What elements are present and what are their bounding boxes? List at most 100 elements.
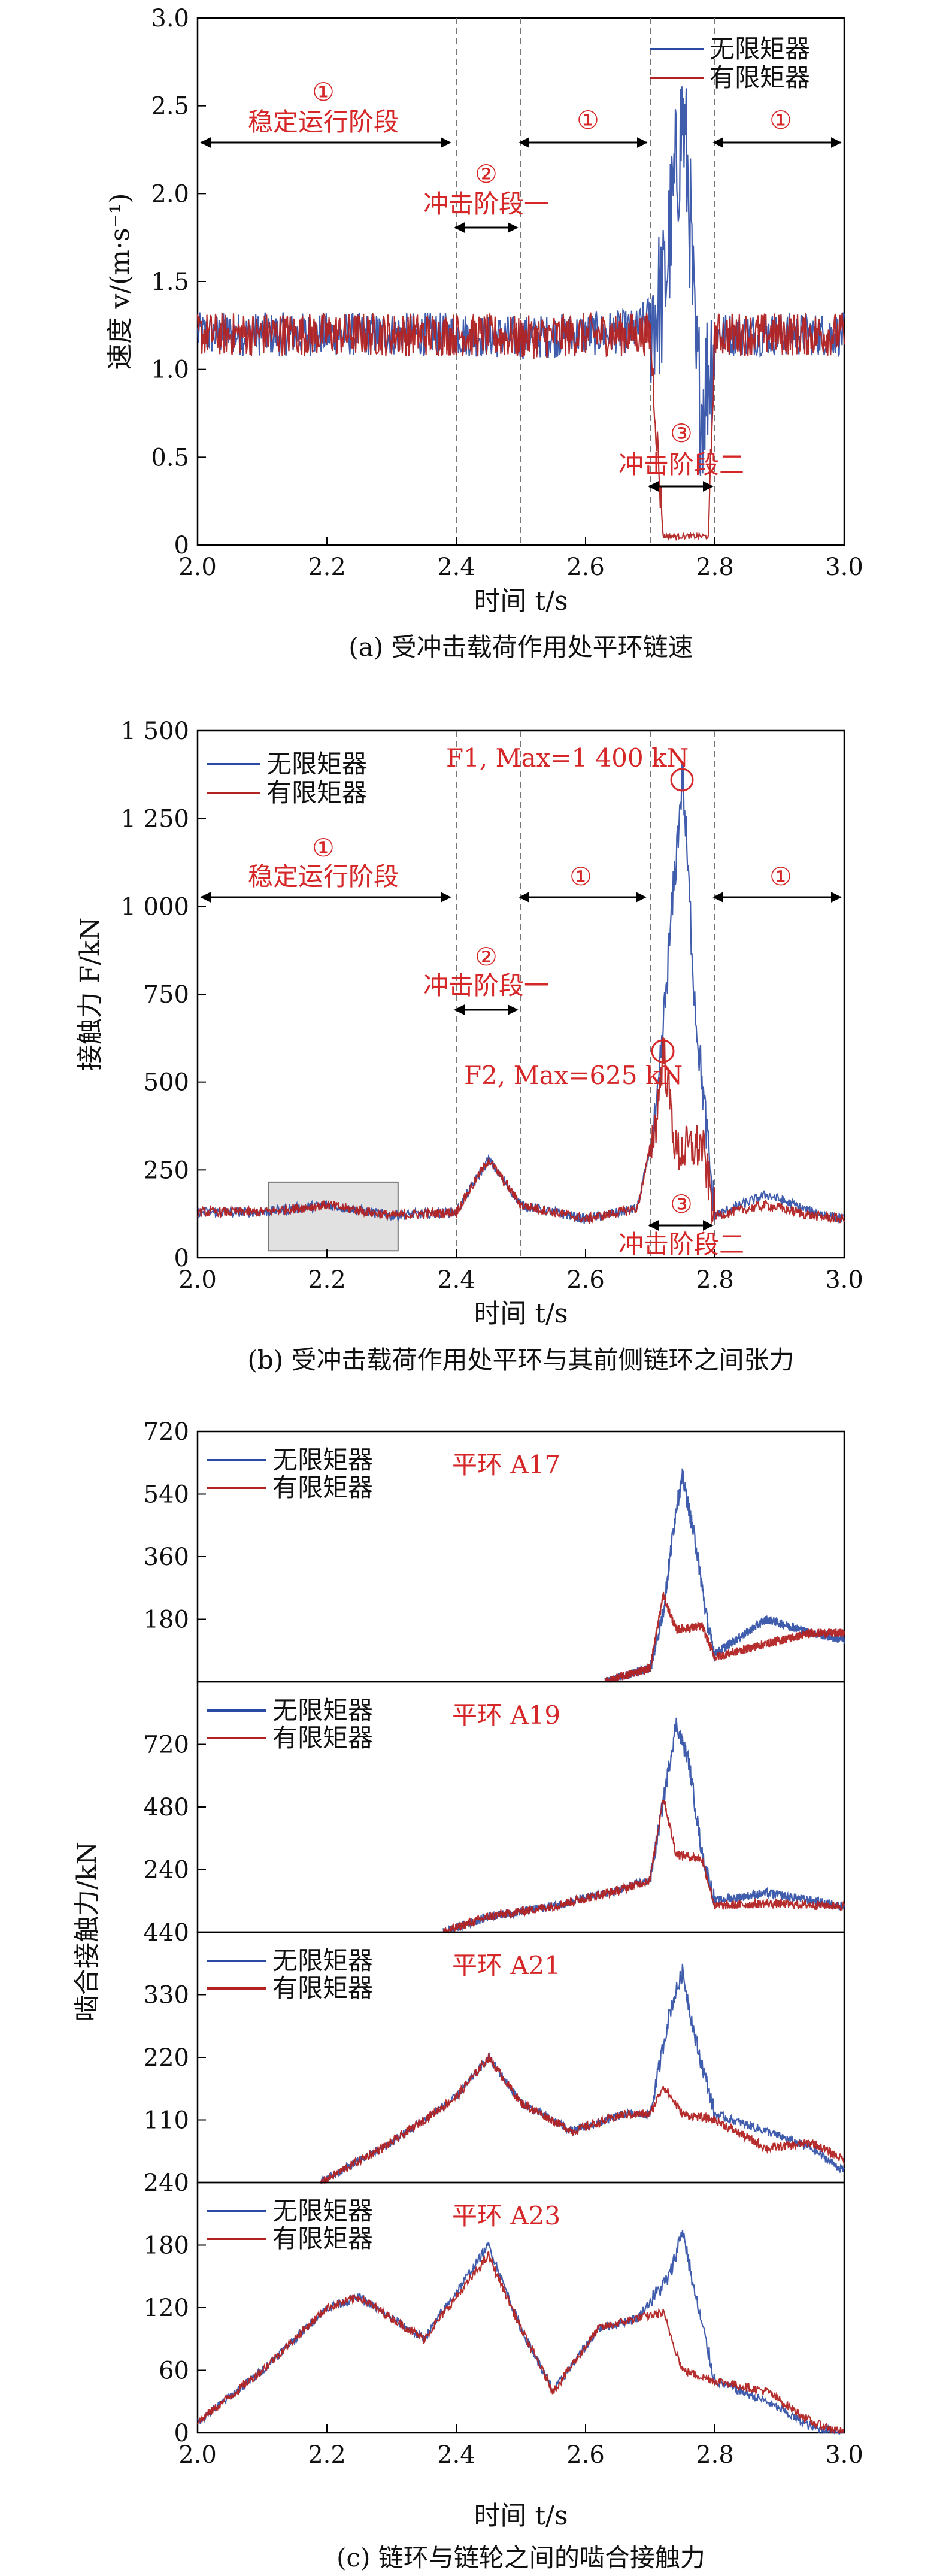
x-tick-label: 2.8 <box>696 2441 734 2469</box>
panel-a-annotations: ① 稳定运行阶段 ① ① ② 冲击阶段一 ③ 冲击阶段二 <box>200 77 842 492</box>
y-tick-label: 240 <box>144 1857 189 1884</box>
y-tick-label: 250 <box>144 1157 189 1184</box>
panel-b-annotations: F1, Max=1 400 kN F2, Max=625 kN ① 稳定运行阶段… <box>200 743 842 1259</box>
series-line-unlimited <box>442 1717 845 1933</box>
legend-label-limited: 有限矩器 <box>266 778 367 807</box>
series-line-limited <box>196 1037 845 1225</box>
y-tick-label: 720 <box>144 1418 189 1446</box>
y-tick-label: 60 <box>159 2357 189 2385</box>
x-tick-label: 3.0 <box>825 1266 863 1294</box>
panel-b-highlight-box <box>268 1181 399 1252</box>
y-tick-label: 110 <box>144 2107 189 2135</box>
panel-a-x-label: 时间 t/s <box>474 586 568 616</box>
series-line-limited <box>442 1799 845 1934</box>
stage2-marker: ② <box>475 159 498 189</box>
legend-label-unlimited: 无限矩器 <box>272 1696 373 1725</box>
y-tick-label: 120 <box>144 2295 189 2322</box>
legend-label-limited: 有限矩器 <box>272 1723 373 1752</box>
series-line-unlimited <box>197 762 845 1224</box>
x-tick-label: 2.8 <box>696 1266 734 1294</box>
peak2-marker <box>651 1039 675 1063</box>
stage3-marker: ③ <box>670 419 693 448</box>
stage3-label: 冲击阶段二 <box>618 1230 744 1259</box>
legend-label-unlimited: 无限矩器 <box>266 749 367 779</box>
panel-a-stage-lines <box>456 18 715 545</box>
y-tick-label: 440 <box>144 1919 189 1947</box>
subpanel-ticks: 110 220 330 440 <box>144 1919 206 2135</box>
subpanel-series <box>442 1717 845 1934</box>
y-tick-label: 500 <box>144 1069 189 1097</box>
y-tick-label: 360 <box>144 1543 189 1571</box>
x-tick-label: 3.0 <box>825 2441 863 2469</box>
subpanel-series <box>604 1468 845 1684</box>
panel-a: 2.0 2.2 2.4 2.6 2.8 3.0 0 0.5 1.0 1.5 2.0 2.5 3.0 速度… <box>105 5 863 662</box>
subpanel-series <box>196 2230 845 2435</box>
stage3-marker: ③ <box>670 1189 693 1219</box>
peak1-marker <box>670 768 694 792</box>
series-line-limited <box>604 1591 845 1684</box>
subpanel-ticks: 2.0 2.2 2.4 2.6 2.8 3.0 0 60 120 180 240 <box>144 2169 863 2469</box>
series-line-unlimited <box>604 1468 845 1683</box>
stage1-marker-c: ① <box>769 862 792 891</box>
series-line-limited <box>320 2053 845 2184</box>
stage1-marker: ① <box>312 77 335 107</box>
peak2-label: F2, Max=625 kN <box>464 1061 683 1090</box>
legend-label-limited: 有限矩器 <box>272 1473 373 1502</box>
stage2-label: 冲击阶段一 <box>423 971 549 1000</box>
y-tick-label: 480 <box>144 1794 189 1821</box>
y-tick-label: 720 <box>144 1732 189 1759</box>
x-tick-label: 2.0 <box>178 2441 217 2469</box>
panel-b-legend: 无限矩器 有限矩器 <box>207 749 367 807</box>
y-tick-label: 240 <box>144 2169 189 2197</box>
subpanel-label: 平环 A19 <box>452 1700 560 1730</box>
stage1-label: 稳定运行阶段 <box>248 107 399 137</box>
y-tick-label: 0 <box>174 2420 189 2447</box>
legend-label-unlimited: 无限矩器 <box>272 2196 373 2226</box>
legend-label-unlimited: 无限矩器 <box>709 34 810 63</box>
panel-a-legend: 无限矩器 有限矩器 <box>650 34 810 92</box>
y-tick-label: 180 <box>144 1606 189 1634</box>
x-tick-label: 2.2 <box>308 1266 346 1294</box>
y-tick-label: 2.0 <box>151 180 189 208</box>
panel-c-x-label: 时间 t/s <box>474 2501 568 2531</box>
panel-b-caption: (b) 受冲击载荷作用处平环与其前侧链环之间张力 <box>247 1345 794 1375</box>
stage1-label: 稳定运行阶段 <box>248 862 399 891</box>
stage1-marker-c: ① <box>769 105 792 135</box>
x-tick-label: 2.2 <box>308 553 346 581</box>
stage2-label: 冲击阶段一 <box>423 189 549 219</box>
legend-label-limited: 有限矩器 <box>272 1973 373 2003</box>
y-tick-label: 1 250 <box>120 806 189 833</box>
x-tick-label: 2.2 <box>308 2441 346 2469</box>
legend-label-unlimited: 无限矩器 <box>272 1946 373 1975</box>
y-tick-label: 180 <box>144 2232 189 2260</box>
subpanel-series <box>320 1963 845 2184</box>
y-tick-label: 0.5 <box>151 444 189 471</box>
x-tick-label: 3.0 <box>825 553 863 581</box>
y-tick-label: 750 <box>144 981 189 1009</box>
stage3-label: 冲击阶段二 <box>618 450 744 479</box>
y-tick-label: 1 000 <box>120 893 189 921</box>
panel-c-y-label: 啮合接触力/kN <box>72 1842 102 2021</box>
series-line-limited <box>196 311 845 541</box>
y-tick-label: 0 <box>174 1245 189 1272</box>
panel-c-caption: (c) 链环与链轮之间的啮合接触力 <box>336 2543 705 2572</box>
panel-b-stage-lines <box>456 731 715 1258</box>
subpanel-label: 平环 A23 <box>452 2201 560 2230</box>
y-tick-label: 1 500 <box>120 718 189 745</box>
panel-a-y-label: 速度 v/(m·s⁻¹) <box>105 193 135 370</box>
x-tick-label: 2.4 <box>437 1266 475 1294</box>
x-tick-label: 2.6 <box>566 2441 605 2469</box>
y-tick-label: 1.5 <box>151 268 189 296</box>
panel-b-ticks: 2.0 2.2 2.4 2.6 2.8 3.0 0 250 500 750 1 000 1 250 1 … <box>120 718 863 1294</box>
subpanel-ticks: 240 480 720 <box>144 1732 206 1884</box>
y-tick-label: 540 <box>144 1481 189 1509</box>
series-line-limited <box>197 2250 845 2435</box>
